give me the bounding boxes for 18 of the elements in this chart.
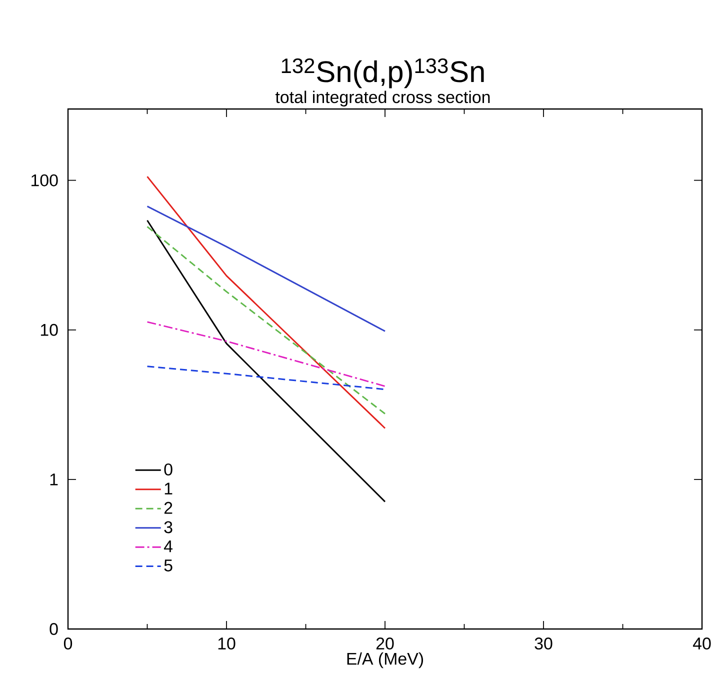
- legend-label: 2: [164, 502, 172, 514]
- x-tick-label: 20: [376, 638, 394, 650]
- legend-label: 4: [164, 540, 173, 552]
- legend-label: 3: [164, 521, 172, 534]
- legend-label: 0: [164, 463, 172, 476]
- y-tick-label: 10: [40, 324, 58, 336]
- legend-label: 1: [164, 482, 172, 494]
- x-tick-label: 40: [692, 638, 711, 650]
- x-axis-title: E/A (MeV): [347, 652, 423, 668]
- x-tick-label: 10: [218, 638, 236, 650]
- y-tick-label: 100: [32, 174, 58, 186]
- y-tick-label: 0: [50, 622, 58, 635]
- y-tick-label: 1: [50, 474, 58, 486]
- legend-label: 5: [164, 560, 172, 572]
- x-tick-label: 0: [64, 638, 72, 650]
- chart-subtitle: total integrated cross section: [275, 90, 490, 107]
- chart-title: $^{132}$Sn(d,p)$^{133}$Sn: [282, 58, 484, 88]
- x-tick-label: 30: [534, 638, 552, 650]
